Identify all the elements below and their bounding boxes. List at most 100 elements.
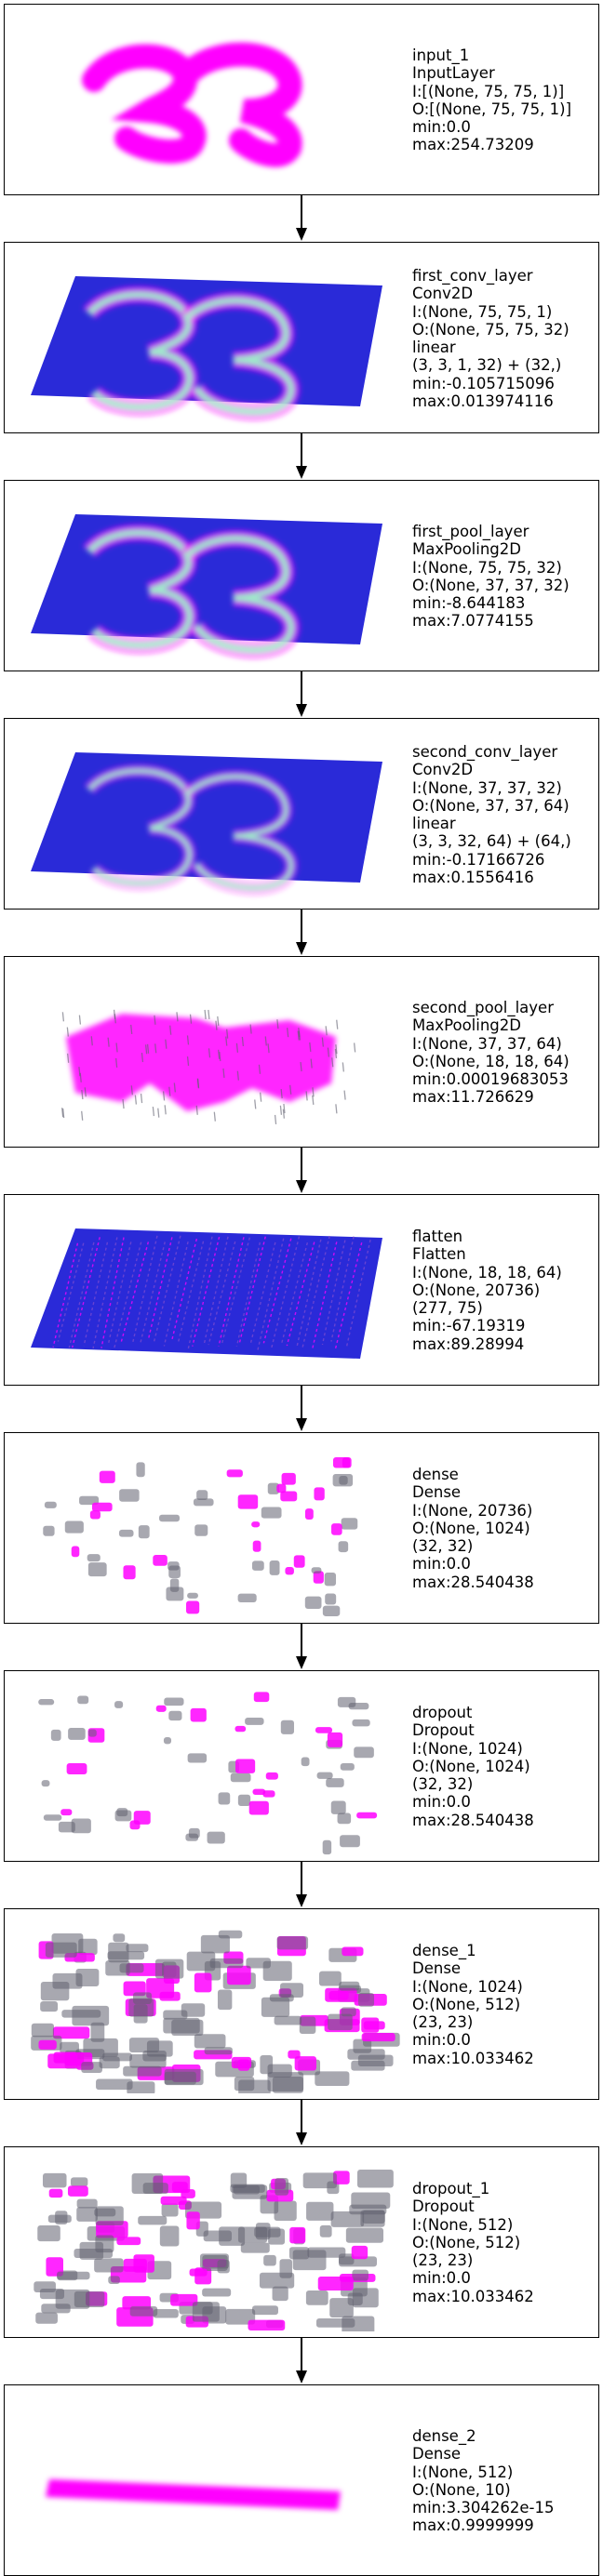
- neuron-cell: [163, 1736, 172, 1745]
- layer-shape-line: (32, 32): [412, 1775, 474, 1794]
- neuron-cell: [119, 1963, 144, 1973]
- neuron-activations: [34, 2169, 394, 2331]
- neuron-cell: [263, 2254, 276, 2266]
- layer-shape-line: linear: [412, 815, 456, 833]
- neuron-cell: [207, 1831, 225, 1844]
- neuron-cell: [186, 2211, 200, 2230]
- layer-info: second_pool_layer MaxPooling2D I:(None, 37…: [412, 999, 595, 1107]
- neuron-cell: [238, 2079, 271, 2093]
- activation-stripe: [302, 1235, 330, 1348]
- activation-stripe: [57, 1242, 85, 1342]
- neuron-cell: [71, 1818, 91, 1834]
- activation-stripe: [113, 1242, 142, 1351]
- neuron-cell: [133, 2004, 148, 2024]
- neuron-cell: [261, 1507, 282, 1519]
- layer-visualization: [46, 2479, 341, 2510]
- neuron-cell: [302, 2172, 337, 2189]
- neuron-cell: [116, 1808, 128, 1817]
- neuron-cell: [133, 2254, 154, 2273]
- neuron-cell: [190, 1707, 207, 1722]
- activation-stripe: [52, 1242, 79, 1348]
- neuron-cell: [133, 1992, 153, 2004]
- layer-shape-line: min:-0.105715096: [412, 374, 555, 392]
- layer-shape-line: I:(None, 512): [412, 2215, 514, 2234]
- activation-stripe: [68, 1242, 95, 1348]
- layer-visualization: [61, 1009, 356, 1125]
- layer-type: MaxPooling2D: [412, 1016, 521, 1035]
- activation-stripe: [100, 1237, 125, 1348]
- neuron-cell: [217, 2260, 230, 2274]
- feature-plate: [31, 276, 382, 406]
- neuron-cell: [138, 2215, 168, 2225]
- layer-shape-line: I:(None, 512): [412, 2463, 514, 2481]
- layer-shape-line: max:10.033462: [412, 2049, 534, 2067]
- neuron-cell: [345, 2227, 384, 2243]
- layer-shape-line: max:0.9999999: [412, 2516, 534, 2535]
- layer-panel-dense-2: dense_2 Dense I:(None, 512) O:(None, 10) min…: [4, 2384, 599, 2576]
- neuron-cell: [280, 1720, 294, 1734]
- layer-shape-line: (3, 3, 32, 64) + (64,): [412, 832, 571, 851]
- activation-stripe: [257, 1238, 285, 1351]
- neuron-cell: [317, 2276, 354, 2291]
- neuron-cell: [254, 2226, 281, 2237]
- neuron-cell: [348, 1702, 369, 1710]
- neuron-cell: [159, 2225, 180, 2247]
- neuron-cell: [324, 1572, 337, 1587]
- layer-type: Flatten: [412, 1245, 466, 1264]
- activation-stripe: [153, 1235, 181, 1343]
- activation-stripe: [321, 1240, 346, 1346]
- layer-shape-line: max:0.013974116: [412, 392, 554, 411]
- activation-digit: [83, 524, 300, 658]
- neuron-cell: [209, 1958, 244, 1969]
- layer-shape-line: max:10.033462: [412, 2287, 534, 2305]
- feature-plate: [31, 752, 382, 883]
- neuron-cell: [90, 2022, 105, 2042]
- layer-shape-line: min:3.304262e-15: [412, 2499, 555, 2517]
- flow-arrow: [296, 910, 307, 956]
- activation-stripe: [296, 1239, 322, 1348]
- neuron-cell: [352, 2269, 368, 2281]
- neuron-cell: [114, 1701, 124, 1708]
- layer-shape-line: O:(None, 512): [412, 2233, 521, 2251]
- neuron-cell: [127, 2081, 155, 2093]
- neuron-cell: [107, 1951, 145, 1960]
- layer-name: input_1: [412, 46, 470, 64]
- neuron-cell: [76, 2207, 98, 2222]
- layer-panel-dense-1: dense_1 Dense I:(None, 1024) O:(None, 512)(…: [4, 1908, 599, 2100]
- layer-shape-line: max:11.726629: [412, 1088, 534, 1107]
- layer-panel-dense: dense Dense I:(None, 20736) O:(None, 1024)(…: [4, 1432, 599, 1624]
- neuron-cell: [352, 2288, 379, 2308]
- neuron-cell: [305, 2291, 328, 2305]
- layer-panel-input-1: input_1 InputLayer I:[(None, 75, 75, 1)] O:…: [4, 4, 599, 195]
- neuron-cell: [70, 2177, 88, 2187]
- neuron-cell: [35, 2312, 58, 2324]
- neuron-cell: [123, 1981, 146, 1997]
- neuron-cell: [252, 1540, 261, 1552]
- neuron-activations: [43, 1457, 358, 1616]
- neuron-cell: [43, 1814, 62, 1821]
- neuron-cell: [138, 1525, 150, 1539]
- neuron-cell: [276, 1483, 287, 1494]
- neuron-cell: [126, 1944, 149, 1953]
- layer-type: Conv2D: [412, 761, 474, 779]
- neuron-cell: [200, 1934, 230, 1954]
- neuron-cell: [280, 1491, 298, 1502]
- neuron-cell: [185, 1833, 199, 1841]
- neuron-cell: [342, 1946, 364, 1957]
- neuron-cell: [77, 1695, 89, 1705]
- neuron-cell: [341, 1518, 358, 1530]
- layer-shape-line: (23, 23): [412, 2251, 474, 2270]
- layer-shape-line: O:(None, 37, 37, 64): [412, 796, 570, 815]
- layer-shape-line: min:0.0: [412, 2031, 471, 2050]
- neuron-cell: [330, 2211, 365, 2227]
- activation-stripe: [120, 1242, 150, 1342]
- neuron-cell: [293, 1555, 305, 1568]
- layer-shape-line: max:28.540438: [412, 1573, 534, 1591]
- neuron-cell: [38, 2039, 57, 2050]
- neuron-cell: [357, 2169, 394, 2188]
- neuron-cell: [333, 2171, 350, 2184]
- neuron-cell: [168, 1710, 182, 1721]
- neuron-cell: [42, 2172, 67, 2188]
- neuron-cell: [246, 1958, 271, 1969]
- neuron-cell: [237, 1794, 251, 1807]
